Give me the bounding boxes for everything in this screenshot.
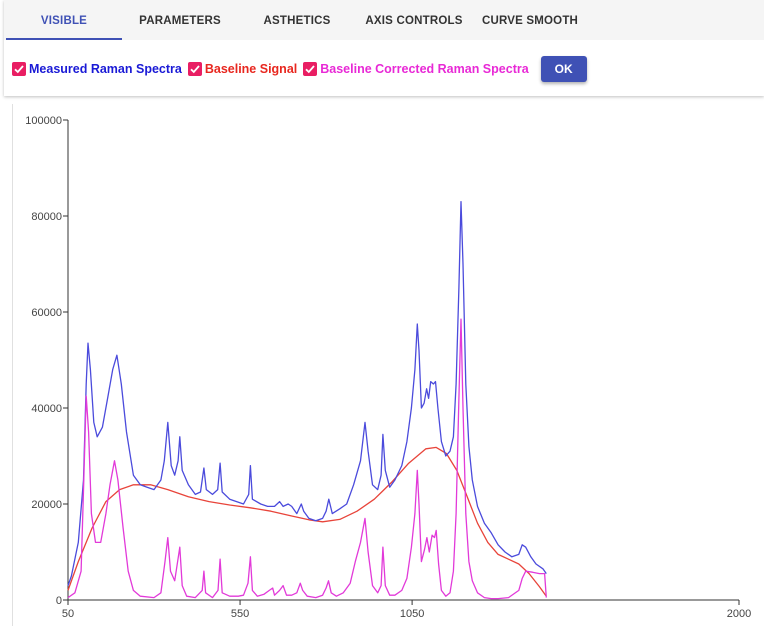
corrected-spectra-label: Baseline Corrected Raman Spectra xyxy=(320,62,529,76)
chart-area: 0 20000 40000 60000 80000 100000 50 550 1050 2000 xyxy=(12,104,764,626)
measured-spectra-checkbox[interactable]: Measured Raman Spectra xyxy=(12,62,182,76)
check-icon[interactable] xyxy=(12,62,26,76)
baseline-signal-line xyxy=(67,446,547,597)
measured-spectra-label: Measured Raman Spectra xyxy=(29,62,182,76)
x-tick-label: 1050 xyxy=(400,608,424,620)
y-tick-label: 80000 xyxy=(31,211,62,223)
active-tab-indicator xyxy=(6,38,122,40)
corrected-spectra-checkbox[interactable]: Baseline Corrected Raman Spectra xyxy=(303,62,529,76)
tab-axis-controls[interactable]: AXIS CONTROLS xyxy=(365,15,463,27)
ok-button[interactable]: OK xyxy=(540,56,587,82)
check-icon[interactable] xyxy=(303,62,318,76)
tab-parameters[interactable]: PARAMETERS xyxy=(139,15,221,27)
y-tick-label: 100000 xyxy=(25,115,62,127)
baseline-signal-label: Baseline Signal xyxy=(204,62,298,76)
y-tick-label: 0 xyxy=(56,595,62,607)
measured-spectra-line xyxy=(67,200,547,586)
check-icon[interactable] xyxy=(187,62,202,76)
x-tick-label: 2000 xyxy=(727,608,751,620)
tab-bar: VISIBLE PARAMETERS ASTHETICS AXIS CONTRO… xyxy=(4,0,764,40)
y-tick-label: 40000 xyxy=(31,403,62,415)
visibility-controls: Measured Raman Spectra Baseline Signal B… xyxy=(12,56,587,82)
tab-curve-smooth[interactable]: CURVE SMOOTH xyxy=(481,15,579,27)
tab-visible[interactable]: VISIBLE xyxy=(40,15,88,27)
tab-asthetics[interactable]: ASTHETICS xyxy=(263,15,331,27)
x-tick-label: 550 xyxy=(231,608,249,620)
x-tick-label: 50 xyxy=(62,608,74,620)
corrected-spectra-line xyxy=(67,318,547,600)
y-tick-label: 60000 xyxy=(31,307,62,319)
y-tick-label: 20000 xyxy=(31,499,62,511)
visibility-panel: VISIBLE PARAMETERS ASTHETICS AXIS CONTRO… xyxy=(4,0,764,96)
spectra-chart: 0 20000 40000 60000 80000 100000 50 550 1050 2000 xyxy=(25,115,751,620)
baseline-signal-checkbox[interactable]: Baseline Signal xyxy=(187,62,298,76)
